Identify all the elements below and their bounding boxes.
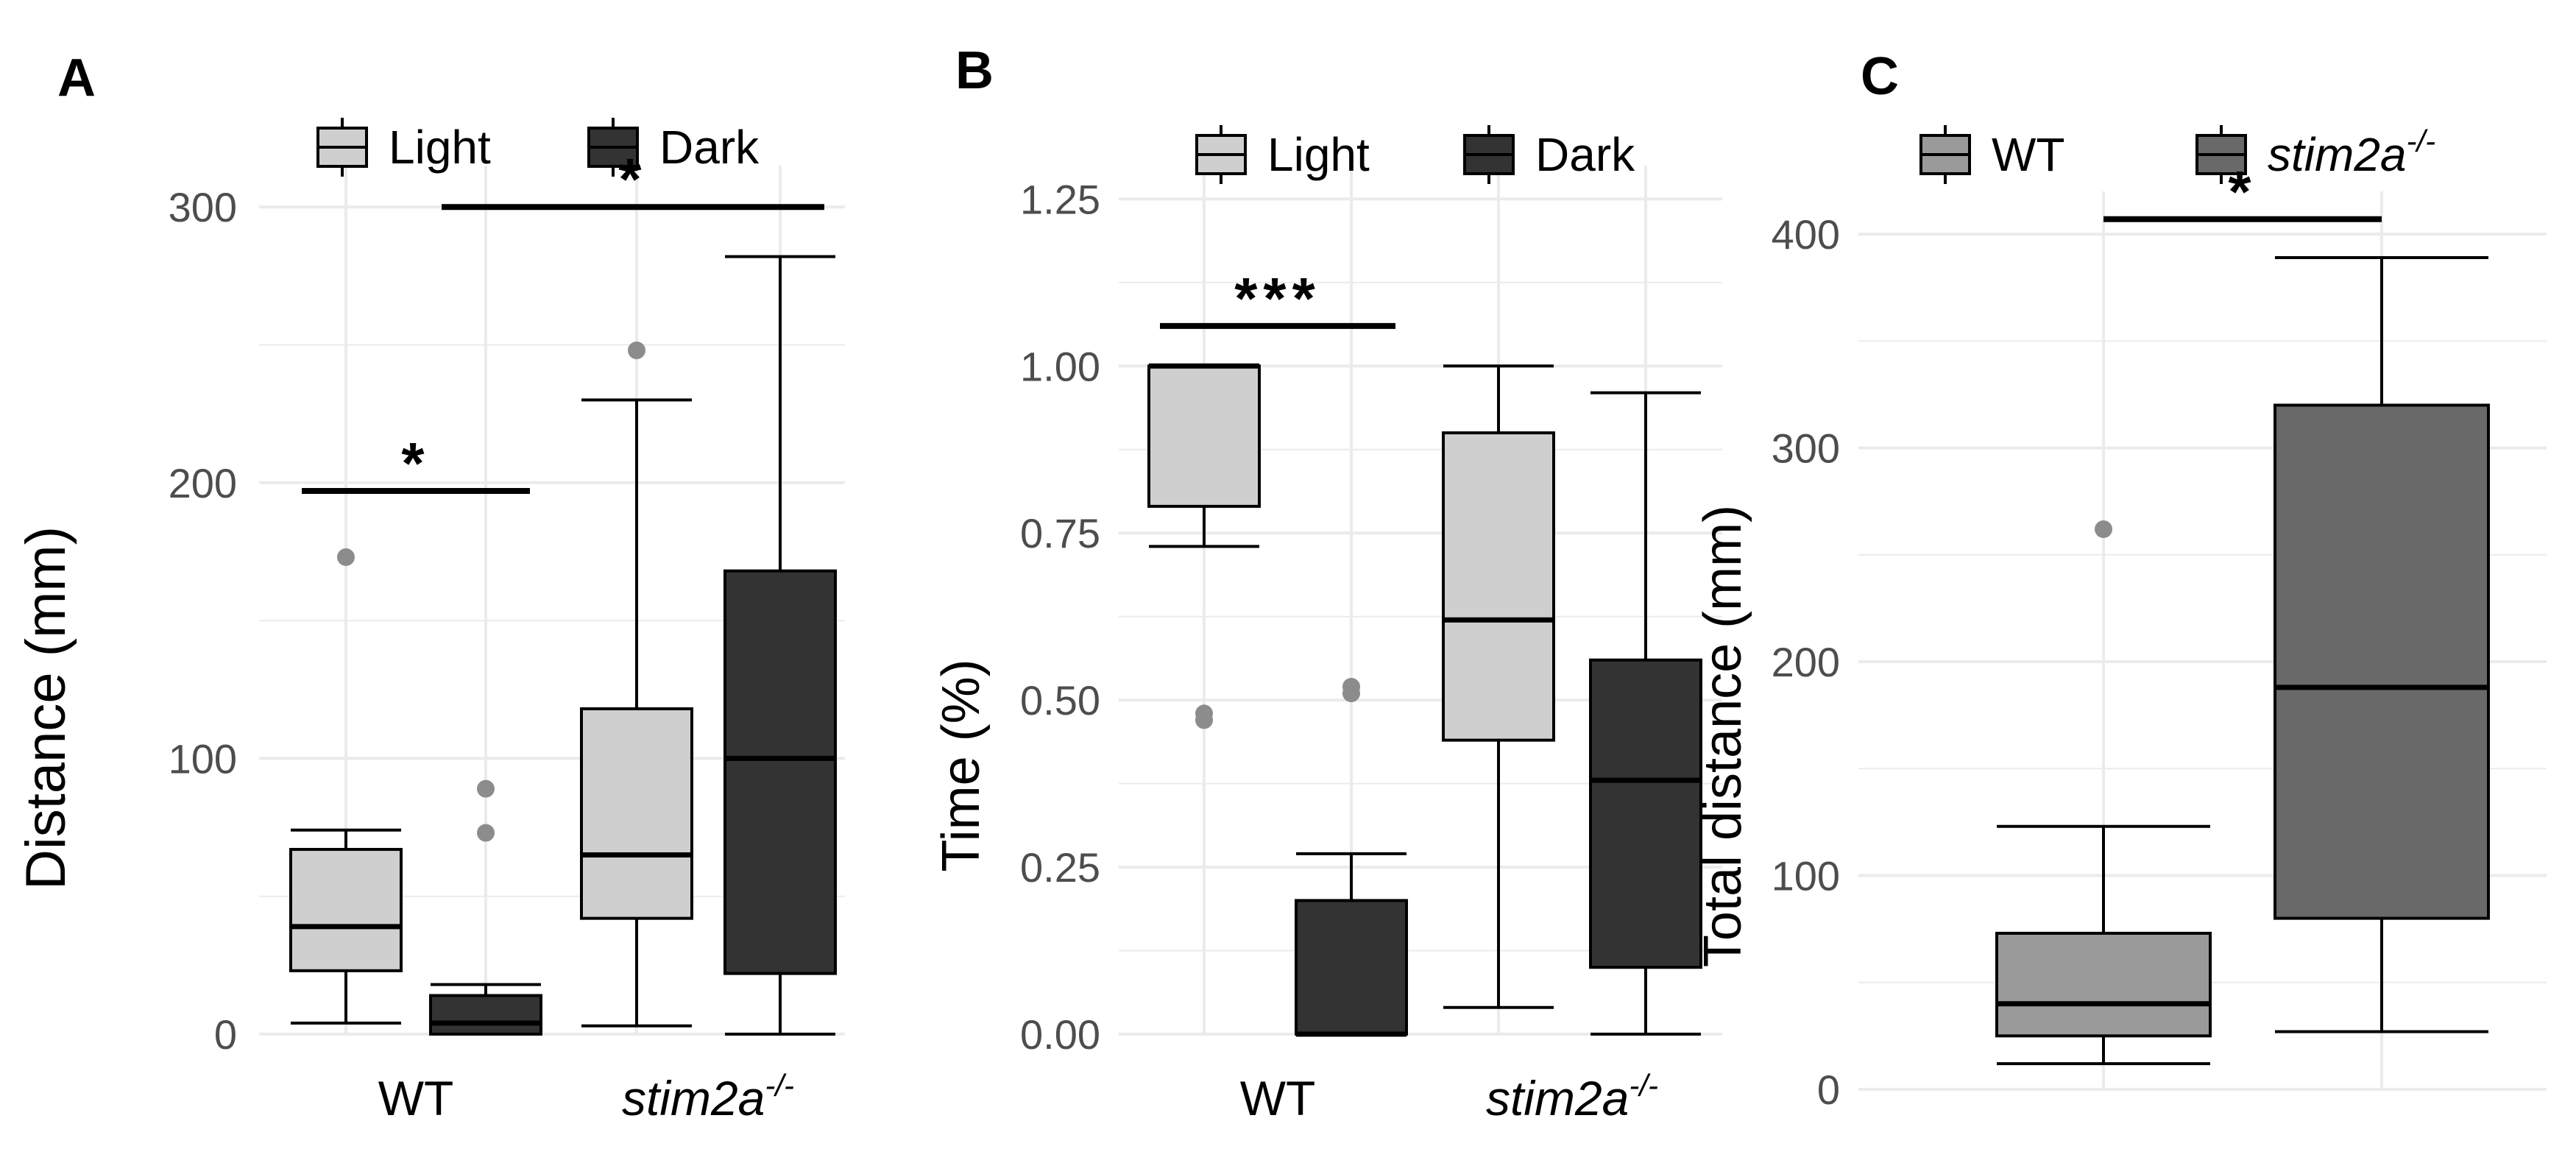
y-tick-label: 0.50 bbox=[1020, 677, 1100, 724]
y-axis-label: Total distance (mm) bbox=[1694, 505, 1752, 967]
panel-letter-C: C bbox=[1861, 47, 1899, 106]
significance-label: *** bbox=[1234, 266, 1320, 331]
panel-letter-A: A bbox=[57, 49, 96, 107]
y-tick-label: 0.25 bbox=[1020, 844, 1100, 891]
y-tick-label: 1.00 bbox=[1020, 343, 1100, 389]
box-iqr bbox=[2274, 403, 2490, 920]
box-iqr bbox=[429, 994, 542, 1036]
panel-c-chart: 0 100 200 300 400 Total distance (mm) WT stim2a… bbox=[1694, 124, 2547, 1113]
y-tick-label: 400 bbox=[1772, 211, 1840, 258]
box-WT-light bbox=[289, 548, 403, 1025]
outlier-point bbox=[477, 779, 495, 798]
y-tick-label: 0.00 bbox=[1020, 1011, 1100, 1058]
outlier-point bbox=[477, 824, 495, 842]
box-iqr bbox=[1295, 899, 1408, 1036]
y-tick-label: 300 bbox=[169, 184, 237, 230]
legend-label: Dark bbox=[659, 121, 760, 174]
y-tick-label: 0 bbox=[1817, 1067, 1840, 1113]
outlier-point bbox=[628, 341, 645, 359]
outlier-point bbox=[337, 548, 355, 566]
box-iqr bbox=[1995, 931, 2212, 1038]
box-iqr bbox=[1147, 364, 1261, 508]
y-tick-label: 1.25 bbox=[1020, 176, 1100, 222]
box-stim2a-stim2a bbox=[2274, 256, 2490, 1033]
box-stim2a-light bbox=[580, 341, 693, 1028]
y-tick-label: 200 bbox=[169, 460, 237, 506]
panel-b-chart: 0.00 0.25 0.50 0.75 1.00 1.25 Time (%) WT stim2a… bbox=[932, 125, 1722, 1125]
box-WT-dark bbox=[1295, 678, 1408, 1037]
panel-letter-B: B bbox=[955, 41, 994, 100]
box-stim2a-light bbox=[1442, 364, 1555, 1009]
significance-label: * bbox=[618, 146, 647, 212]
legend-label: Dark bbox=[1535, 128, 1635, 181]
outlier-point bbox=[2095, 520, 2112, 538]
box-iqr bbox=[580, 707, 693, 920]
x-category-label: WT bbox=[378, 1071, 454, 1125]
legend-label: WT bbox=[1992, 128, 2065, 181]
y-tick-label: 100 bbox=[169, 735, 237, 782]
y-tick-label: 0.75 bbox=[1020, 510, 1100, 556]
legend-label: stim2a-/- bbox=[2268, 124, 2435, 181]
x-category-label: stim2a-/- bbox=[1486, 1068, 1658, 1125]
y-axis-label: Distance (mm) bbox=[15, 526, 77, 890]
box-iqr bbox=[723, 569, 837, 975]
y-tick-label: 200 bbox=[1772, 639, 1840, 685]
outlier-point bbox=[1195, 704, 1213, 723]
y-axis-label: Time (%) bbox=[932, 659, 991, 871]
y-tick-label: 0 bbox=[214, 1011, 237, 1058]
box-WT-wt bbox=[1995, 520, 2212, 1066]
box-WT-light bbox=[1147, 363, 1261, 729]
box-iqr bbox=[289, 848, 403, 972]
box-WT-dark bbox=[429, 779, 542, 1036]
box-stim2a-dark bbox=[1589, 391, 1702, 1036]
significance-label: * bbox=[2228, 159, 2257, 224]
outlier-point bbox=[1342, 678, 1360, 696]
box-iqr bbox=[1589, 658, 1702, 969]
legend-label: Light bbox=[389, 121, 491, 174]
significance-label: * bbox=[401, 431, 430, 496]
y-tick-label: 300 bbox=[1772, 425, 1840, 472]
box-stim2a-dark bbox=[723, 255, 837, 1036]
panel-a-chart: 0 100 200 300 Distance (mm) WT stim2a-/- Light D… bbox=[15, 118, 845, 1125]
box-iqr bbox=[1442, 431, 1555, 742]
x-category-label: stim2a-/- bbox=[622, 1068, 794, 1125]
x-category-label: WT bbox=[1240, 1071, 1316, 1125]
y-tick-label: 100 bbox=[1772, 853, 1840, 899]
legend-label: Light bbox=[1267, 128, 1370, 181]
